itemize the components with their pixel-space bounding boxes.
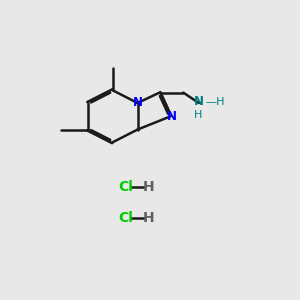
Text: H: H xyxy=(194,110,202,119)
Text: N: N xyxy=(133,97,142,110)
Text: —H: —H xyxy=(206,97,225,107)
Text: H: H xyxy=(142,180,154,194)
Text: Cl: Cl xyxy=(118,212,134,226)
Text: N: N xyxy=(194,95,204,108)
Text: N: N xyxy=(167,110,177,123)
Text: Cl: Cl xyxy=(118,180,134,194)
Text: H: H xyxy=(142,212,154,226)
